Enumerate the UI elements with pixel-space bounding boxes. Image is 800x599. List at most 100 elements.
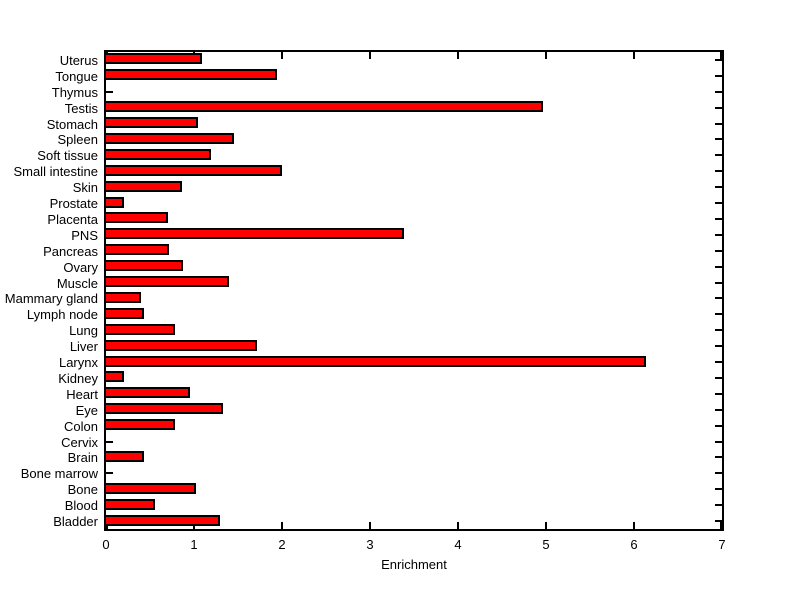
y-axis-tick bbox=[715, 91, 722, 93]
y-axis-tick bbox=[715, 345, 722, 347]
y-axis-label: Stomach bbox=[46, 117, 98, 132]
y-axis-tick bbox=[715, 441, 722, 443]
y-axis-label: Muscle bbox=[56, 276, 98, 291]
y-axis-tick bbox=[715, 488, 722, 490]
x-axis-tick bbox=[545, 522, 547, 529]
y-axis-tick bbox=[715, 393, 722, 395]
y-axis-label: Larynx bbox=[58, 355, 98, 370]
y-axis-tick bbox=[106, 91, 113, 93]
y-axis-tick bbox=[715, 409, 722, 411]
y-axis-label: Small intestine bbox=[13, 164, 98, 179]
bar-larynx bbox=[106, 356, 646, 367]
bar-blood bbox=[106, 499, 155, 510]
x-axis-tick bbox=[545, 52, 547, 59]
y-axis-tick bbox=[715, 186, 722, 188]
bar-prostate bbox=[106, 197, 124, 208]
y-axis-tick bbox=[715, 123, 722, 125]
x-axis-tick-label: 5 bbox=[542, 537, 550, 552]
y-axis-tick bbox=[715, 329, 722, 331]
y-axis-tick bbox=[715, 313, 722, 315]
bar-stomach bbox=[106, 117, 198, 128]
x-axis-title: Enrichment bbox=[381, 557, 447, 572]
y-axis-tick bbox=[715, 425, 722, 427]
y-axis-tick bbox=[106, 472, 113, 474]
bar-liver bbox=[106, 340, 257, 351]
x-axis-tick-label: 4 bbox=[454, 537, 462, 552]
bar-pancreas bbox=[106, 244, 169, 255]
bar-pns bbox=[106, 228, 404, 239]
x-axis-tick bbox=[633, 522, 635, 529]
bar-lymph-node bbox=[106, 308, 144, 319]
x-axis-tick bbox=[720, 522, 722, 529]
y-axis-label: Placenta bbox=[47, 212, 98, 227]
y-axis-label: Thymus bbox=[51, 85, 98, 100]
y-axis-label: Ovary bbox=[63, 260, 98, 275]
x-axis-tick-label: 1 bbox=[190, 537, 198, 552]
bar-small-intestine bbox=[106, 165, 282, 176]
y-axis-label: Pancreas bbox=[43, 244, 98, 259]
y-axis-label: Kidney bbox=[58, 371, 98, 386]
y-axis-label: Heart bbox=[66, 387, 98, 402]
x-axis-tick bbox=[281, 52, 283, 59]
y-axis-label: Bone bbox=[67, 482, 98, 497]
bar-lung bbox=[106, 324, 175, 335]
y-axis-tick bbox=[106, 441, 113, 443]
y-axis-tick bbox=[715, 202, 722, 204]
bar-soft-tissue bbox=[106, 149, 211, 160]
bar-bladder bbox=[106, 515, 220, 526]
bar-eye bbox=[106, 403, 223, 414]
y-axis-tick bbox=[715, 472, 722, 474]
y-axis-tick bbox=[715, 138, 722, 140]
y-axis-tick bbox=[715, 107, 722, 109]
bar-skin bbox=[106, 181, 182, 192]
y-axis-tick bbox=[715, 282, 722, 284]
y-axis-label: Soft tissue bbox=[37, 148, 98, 163]
bar-colon bbox=[106, 419, 175, 430]
y-axis-label: Brain bbox=[67, 450, 98, 465]
y-axis-tick bbox=[715, 504, 722, 506]
y-axis-tick bbox=[715, 361, 722, 363]
x-axis-tick bbox=[457, 52, 459, 59]
y-axis-tick bbox=[715, 520, 722, 522]
x-axis-tick bbox=[281, 522, 283, 529]
y-axis-label: Testis bbox=[64, 101, 98, 116]
plot-box bbox=[104, 50, 724, 531]
x-axis-tick-label: 6 bbox=[630, 537, 638, 552]
y-axis-label: Blood bbox=[64, 498, 98, 513]
y-axis-tick bbox=[715, 218, 722, 220]
y-axis-tick bbox=[715, 59, 722, 61]
y-axis-label: Skin bbox=[72, 180, 98, 195]
y-axis-label: Bladder bbox=[53, 514, 98, 529]
x-axis-tick-label: 2 bbox=[278, 537, 286, 552]
y-axis-label: Bone marrow bbox=[20, 466, 98, 481]
y-axis-tick bbox=[715, 456, 722, 458]
x-axis-tick bbox=[720, 52, 722, 59]
y-axis-label: Uterus bbox=[59, 53, 98, 68]
x-axis-tick-label: 0 bbox=[102, 537, 110, 552]
y-axis-tick bbox=[715, 250, 722, 252]
y-axis-label: Liver bbox=[69, 339, 98, 354]
bar-placenta bbox=[106, 212, 168, 223]
x-axis-tick bbox=[369, 52, 371, 59]
y-axis-label: Spleen bbox=[57, 132, 98, 147]
bar-testis bbox=[106, 101, 543, 112]
y-axis-label: Lymph node bbox=[26, 307, 98, 322]
y-axis-tick bbox=[715, 75, 722, 77]
bar-tongue bbox=[106, 69, 277, 80]
bar-spleen bbox=[106, 133, 234, 144]
x-axis-tick-label: 3 bbox=[366, 537, 374, 552]
bar-uterus bbox=[106, 53, 202, 64]
y-axis-label: Eye bbox=[75, 403, 98, 418]
y-axis-label: Tongue bbox=[55, 69, 98, 84]
bar-bone bbox=[106, 483, 196, 494]
y-axis-tick bbox=[715, 377, 722, 379]
y-axis-tick bbox=[715, 266, 722, 268]
y-axis-label: Cervix bbox=[61, 435, 98, 450]
bar-ovary bbox=[106, 260, 183, 271]
bar-mammary-gland bbox=[106, 292, 141, 303]
y-axis-label: Colon bbox=[64, 419, 98, 434]
y-axis-tick bbox=[715, 170, 722, 172]
y-axis-label: Lung bbox=[69, 323, 98, 338]
plot-inner bbox=[106, 52, 722, 529]
y-axis-tick bbox=[715, 234, 722, 236]
